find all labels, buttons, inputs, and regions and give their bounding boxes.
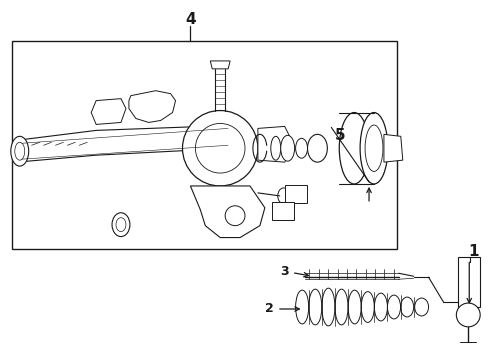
Ellipse shape <box>295 138 308 158</box>
Ellipse shape <box>112 213 130 237</box>
Ellipse shape <box>11 136 29 166</box>
Text: 3: 3 <box>280 265 308 278</box>
Text: 2: 2 <box>266 302 299 315</box>
Ellipse shape <box>360 113 388 184</box>
Ellipse shape <box>308 134 327 162</box>
Circle shape <box>196 123 245 173</box>
Text: 4: 4 <box>185 12 196 27</box>
Polygon shape <box>191 186 265 238</box>
Text: 5: 5 <box>335 128 345 143</box>
Polygon shape <box>129 91 175 122</box>
Bar <box>458 257 480 307</box>
Ellipse shape <box>15 142 24 160</box>
Polygon shape <box>210 61 230 69</box>
Bar <box>12 41 397 249</box>
Ellipse shape <box>365 125 383 171</box>
Text: 1: 1 <box>468 244 478 259</box>
Circle shape <box>182 111 258 186</box>
Polygon shape <box>91 99 126 125</box>
Ellipse shape <box>281 135 294 161</box>
Ellipse shape <box>271 136 281 160</box>
Circle shape <box>225 206 245 226</box>
Ellipse shape <box>415 298 429 316</box>
Ellipse shape <box>278 188 290 204</box>
Polygon shape <box>258 126 290 162</box>
Polygon shape <box>17 125 230 162</box>
Polygon shape <box>384 134 403 162</box>
Circle shape <box>456 303 480 327</box>
Ellipse shape <box>116 218 126 231</box>
Ellipse shape <box>339 113 369 184</box>
Bar <box>272 202 294 220</box>
Bar <box>285 185 307 203</box>
